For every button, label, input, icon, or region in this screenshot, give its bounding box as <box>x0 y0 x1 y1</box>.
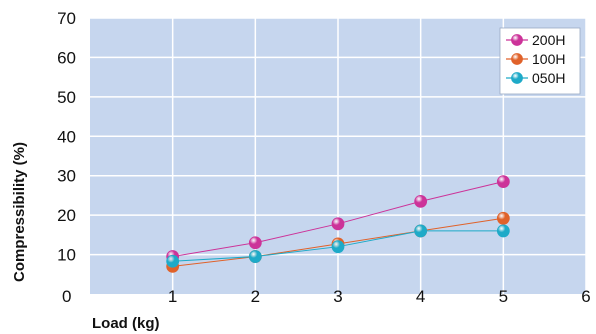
data-point-200H <box>414 194 428 208</box>
axes: 0 1 2 3 4 5 6 10 20 30 40 50 60 70 <box>57 9 591 306</box>
y-tick-label: 40 <box>57 127 76 146</box>
legend-label-200H: 200H <box>532 32 565 48</box>
legend-marker-050H <box>511 72 523 84</box>
x-tick-label: 2 <box>251 287 260 306</box>
y-axis-title: Compressibility (%) <box>11 142 28 282</box>
data-point-200H <box>496 175 510 189</box>
y-tick-label: 30 <box>57 167 76 186</box>
data-point-100H <box>496 211 510 225</box>
data-point-050H <box>166 254 180 268</box>
legend-marker-200H <box>511 34 523 46</box>
y-tick-label: 50 <box>57 88 76 107</box>
y-tick-label: 10 <box>57 246 76 265</box>
y-tick-label: 20 <box>57 206 76 225</box>
x-tick-label: 0 <box>62 287 71 306</box>
x-tick-label: 6 <box>581 287 590 306</box>
data-point-200H <box>331 217 345 231</box>
legend-marker-100H <box>511 53 523 65</box>
x-tick-label: 3 <box>333 287 342 306</box>
y-tick-label: 70 <box>57 9 76 28</box>
x-tick-label: 1 <box>168 287 177 306</box>
x-tick-label: 4 <box>416 287 425 306</box>
legend-label-100H: 100H <box>532 51 565 67</box>
data-point-050H <box>414 224 428 238</box>
data-point-050H <box>248 250 262 263</box>
data-point-050H <box>496 224 510 238</box>
data-point-200H <box>248 236 262 250</box>
series-group <box>166 175 510 273</box>
legend-label-050H: 050H <box>532 70 565 86</box>
x-axis-title: Load (kg) <box>92 315 160 332</box>
grid <box>90 17 587 294</box>
data-point-050H <box>331 240 345 254</box>
y-tick-label: 60 <box>57 48 76 67</box>
x-tick-label: 5 <box>499 287 508 306</box>
legend: 200H 100H 050H <box>499 27 581 95</box>
